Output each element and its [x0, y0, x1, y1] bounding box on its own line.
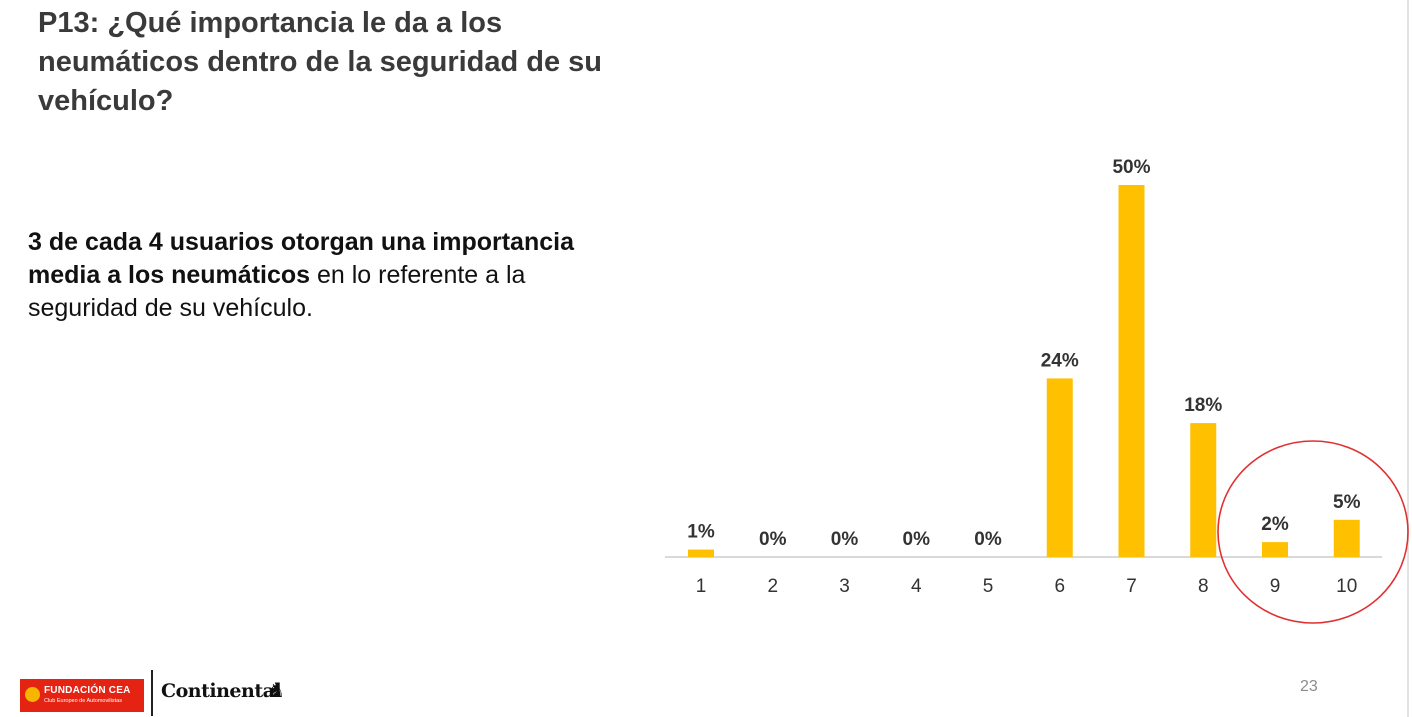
bar-1 — [688, 549, 714, 557]
data-label-3: 0% — [831, 529, 859, 550]
bar-6 — [1046, 378, 1073, 557]
slide-right-edge — [1407, 0, 1409, 717]
summary-text: 3 de cada 4 usuarios otorgan una importa… — [28, 226, 588, 325]
data-label-7: 50% — [1112, 157, 1150, 178]
data-label-9: 2% — [1261, 514, 1289, 535]
data-label-1: 1% — [687, 522, 715, 543]
x-tick-label-9: 9 — [1270, 576, 1281, 597]
summary-normal-text: en lo referente a la seguridad de su veh… — [28, 261, 526, 322]
x-tick-label-8: 8 — [1198, 576, 1209, 597]
x-tick-label-3: 3 — [839, 576, 850, 597]
slide-title: P13: ¿Qué importancia le da a los neumát… — [38, 7, 603, 117]
data-label-2: 0% — [759, 529, 787, 550]
footer-logos: FUNDACIÓN CEA Club Europeo de Automovili… — [18, 668, 298, 716]
x-tick-label-4: 4 — [911, 576, 922, 597]
horse-icon: ♞ — [268, 681, 286, 702]
logo-divider — [151, 670, 153, 716]
data-label-10: 5% — [1333, 492, 1361, 513]
data-label-5: 0% — [974, 529, 1002, 550]
x-tick-label-1: 1 — [696, 576, 707, 597]
page-number: 23 — [1300, 678, 1318, 695]
x-tick-label-10: 10 — [1336, 576, 1357, 597]
bar-9 — [1262, 542, 1288, 557]
bar-7 — [1118, 185, 1145, 557]
x-tick-label-6: 6 — [1054, 576, 1065, 597]
cea-logo-name: FUNDACIÓN CEA — [44, 685, 131, 696]
continental-logo: Continental — [161, 680, 282, 702]
x-tick-label-5: 5 — [983, 576, 994, 597]
bar-10 — [1333, 519, 1360, 557]
bar-chart: 1% 1 0% 2 0% 3 0% 4 0% 5 24% 6 50% 7 18% 8 2% 9 5% 10 — [665, 157, 1409, 624]
bar-8 — [1190, 423, 1217, 557]
x-tick-label-2: 2 — [767, 576, 778, 597]
data-label-6: 24% — [1041, 350, 1079, 371]
data-label-8: 18% — [1184, 395, 1222, 416]
summary-bold-text: 3 de cada 4 usuarios otorgan una importa… — [28, 228, 574, 289]
sun-icon — [25, 687, 40, 702]
fundacion-cea-logo: FUNDACIÓN CEA Club Europeo de Automovili… — [20, 679, 144, 712]
data-label-4: 0% — [903, 529, 931, 550]
highlight-circle — [1217, 440, 1409, 624]
x-tick-label-7: 7 — [1126, 576, 1137, 597]
cea-logo-subtitle: Club Europeo de Automovilistas — [44, 698, 122, 704]
